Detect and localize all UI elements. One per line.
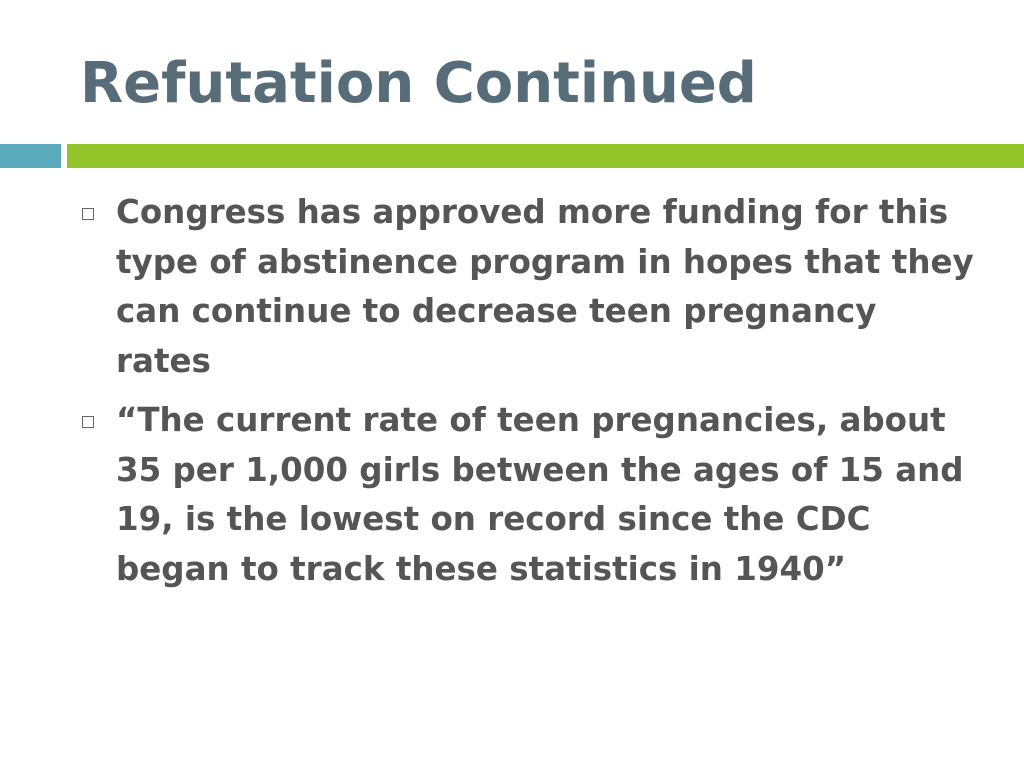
bullet-item: “The current rate of teen pregnancies, a… (80, 396, 980, 594)
bullet-list: Congress has approved more funding for t… (80, 188, 980, 604)
bullet-text: Congress has approved more funding for t… (116, 193, 974, 380)
bullet-item: Congress has approved more funding for t… (80, 188, 980, 386)
accent-bar-green (67, 144, 1024, 168)
hollow-square-bullet-icon (82, 208, 94, 220)
bullet-text: “The current rate of teen pregnancies, a… (116, 401, 964, 588)
hollow-square-bullet-icon (82, 416, 94, 428)
slide-title: Refutation Continued (80, 51, 757, 116)
accent-bar-teal (0, 144, 61, 168)
